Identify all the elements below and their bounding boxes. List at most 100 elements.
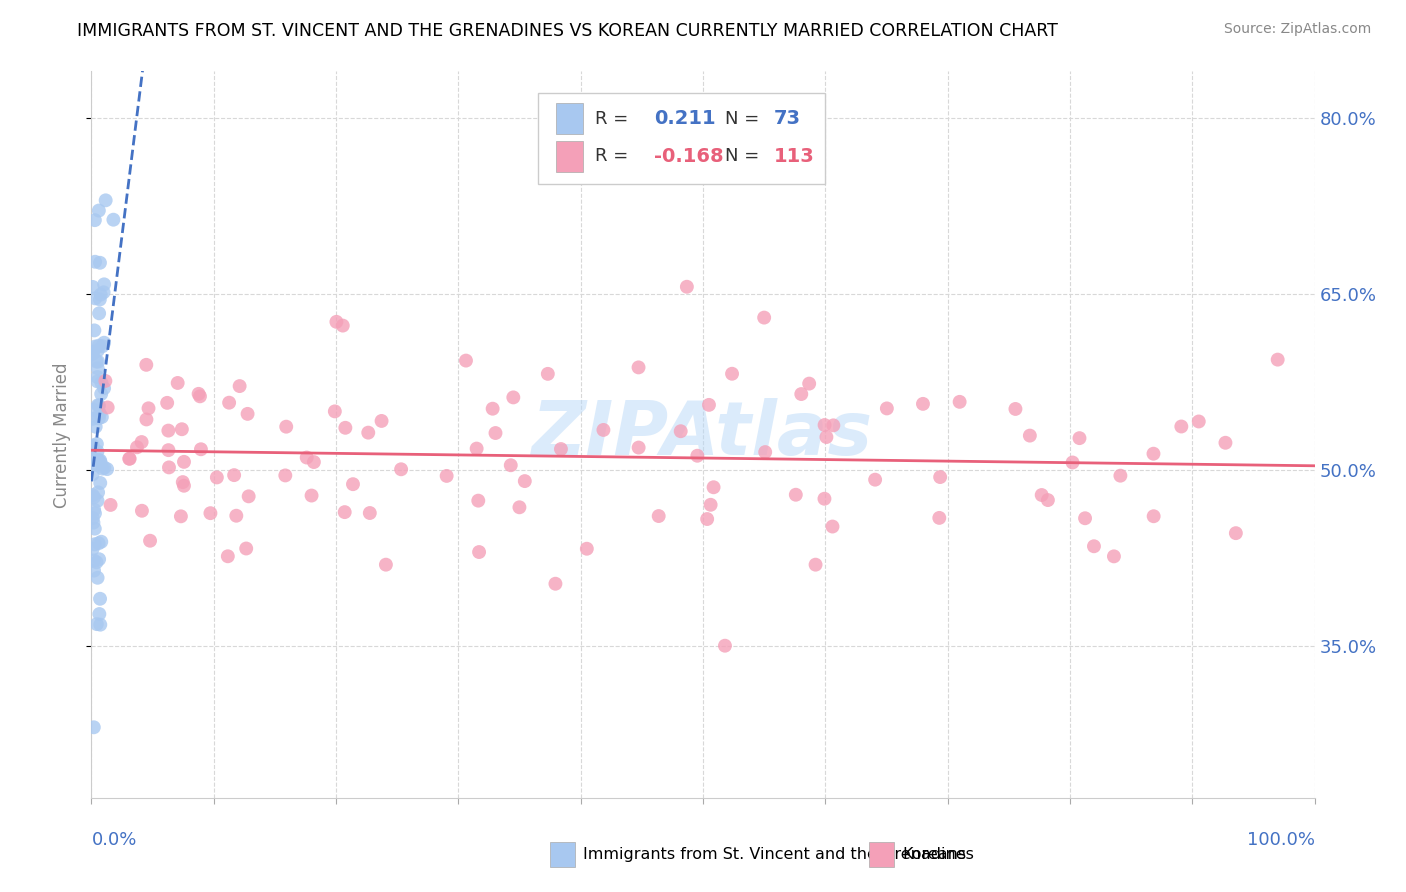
Point [238,489,260,503]
Point [357,425,380,440]
Point [82,541,104,556]
Point [97,401,120,415]
Point [86,375,108,389]
Point [82,516,104,530]
Point [86,361,108,376]
Point [1170,419,1192,434]
Y-axis label: Currently Married: Currently Married [52,362,70,508]
Point [481,401,503,416]
Point [96,462,118,476]
Point [454,353,477,368]
Point [513,474,536,488]
Point [669,424,692,438]
Point [342,477,364,491]
Point [190,442,212,457]
Point [90,410,112,425]
Point [1083,539,1105,553]
Point [228,379,250,393]
Text: N =: N = [725,110,765,128]
Point [301,489,323,503]
Point [1074,511,1097,525]
Point [295,450,318,465]
Point [949,394,972,409]
Point [200,506,222,520]
Point [86,444,108,458]
Point [537,367,560,381]
Point [87,536,110,550]
Point [225,508,247,523]
Point [224,468,246,483]
Point [170,509,193,524]
Point [172,475,194,489]
Text: 0.0%: 0.0% [91,831,136,849]
Point [86,354,108,368]
Point [83,490,105,504]
Text: 73: 73 [773,109,801,128]
Point [84,254,107,268]
Point [1036,493,1059,508]
Point [138,401,160,416]
Point [754,310,776,325]
Text: IMMIGRANTS FROM ST. VINCENT AND THE GRENADINES VS KOREAN CURRENTLY MARRIED CORRE: IMMIGRANTS FROM ST. VINCENT AND THE GREN… [77,22,1059,40]
Point [157,460,180,475]
Point [627,360,650,375]
Text: N =: N = [725,147,765,165]
Point [627,441,650,455]
Point [90,456,112,470]
Text: R =: R = [595,110,634,128]
Point [156,396,179,410]
Point [86,571,108,585]
Point [82,467,104,482]
Point [1142,447,1164,461]
Point [1109,468,1132,483]
Point [436,469,458,483]
Point [89,475,111,490]
Bar [550,842,575,867]
Point [813,491,835,506]
Text: -0.168: -0.168 [654,147,724,166]
Point [82,451,104,466]
Point [87,203,110,218]
Point [82,402,104,417]
Point [84,291,107,305]
Point [91,339,114,353]
Point [87,338,110,352]
Point [359,506,381,520]
Point [217,549,239,564]
Point [83,502,105,516]
Point [1031,488,1053,502]
Point [135,412,157,426]
Point [125,440,148,454]
Point [335,421,357,435]
Point [93,277,115,292]
Point [1225,526,1247,541]
Text: R =: R = [595,147,634,165]
Point [790,387,813,401]
Point [87,354,110,368]
Point [131,504,153,518]
Point [83,522,105,536]
Point [714,639,737,653]
Point [90,534,112,549]
Point [1069,431,1091,445]
Text: Immigrants from St. Vincent and the Grenadines: Immigrants from St. Vincent and the Gren… [583,847,974,862]
Point [86,493,108,508]
Point [103,212,125,227]
Point [89,607,111,621]
Point [754,445,776,459]
Point [823,418,845,433]
Bar [869,842,894,867]
Point [82,511,104,525]
Point [467,493,489,508]
Point [821,519,844,533]
Point [1188,415,1211,429]
Point [135,358,157,372]
Point [83,720,105,734]
Point [82,438,104,452]
Point [89,617,111,632]
Point [1215,435,1237,450]
Point [465,442,488,456]
Point [157,443,180,458]
Point [131,435,153,450]
Point [235,541,257,556]
